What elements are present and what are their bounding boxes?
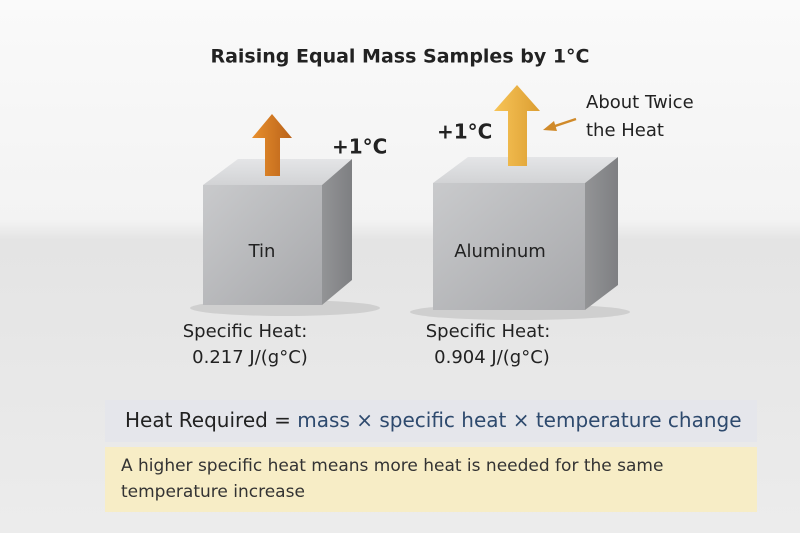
annotation: About Twice [586, 92, 694, 113]
heat-arrow [494, 85, 540, 166]
annotation-pointer [551, 117, 577, 129]
formula-rhs: mass × specific heat × temperature chang… [297, 408, 742, 432]
specific-heat-value: 0.217 J/(g°C) [192, 347, 308, 368]
aluminum-cube [433, 157, 618, 310]
specific-heat-label: Specific Heat: [183, 321, 308, 342]
formula-lhs: Heat Required [125, 408, 268, 432]
temperature-change: +1°C [332, 135, 387, 159]
specific-heat-value: 0.904 J/(g°C) [434, 347, 550, 368]
annotation: the Heat [586, 120, 664, 141]
formula-equals: = [274, 408, 291, 432]
specific-heat-label: Specific Heat: [426, 321, 551, 342]
annotation-pointer-head [543, 121, 557, 131]
title: Raising Equal Mass Samples by 1°C [210, 46, 589, 68]
heat-arrow [252, 114, 292, 176]
scene: Raising Equal Mass Samples by 1°C +1°C T… [183, 46, 694, 369]
formula: Heat Required = mass × specific heat × t… [105, 400, 757, 442]
sample-name: Aluminum [454, 241, 546, 262]
note: A higher specific heat means more heat i… [105, 447, 757, 512]
temperature-change: +1°C [437, 120, 492, 144]
tin-cube [203, 159, 352, 305]
sample-name: Tin [248, 241, 276, 262]
